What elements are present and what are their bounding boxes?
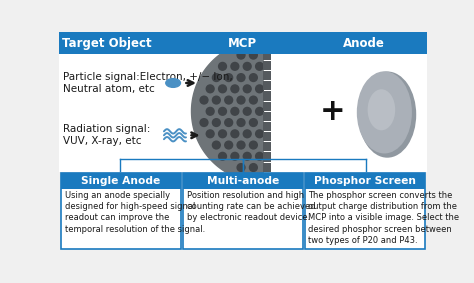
Polygon shape	[191, 40, 263, 183]
FancyBboxPatch shape	[263, 132, 271, 141]
FancyBboxPatch shape	[305, 173, 425, 248]
FancyBboxPatch shape	[263, 71, 271, 80]
Ellipse shape	[218, 107, 227, 116]
Ellipse shape	[255, 107, 264, 116]
Text: Phosphor Screen: Phosphor Screen	[314, 176, 416, 186]
FancyBboxPatch shape	[263, 153, 271, 162]
FancyBboxPatch shape	[263, 102, 271, 111]
Ellipse shape	[224, 140, 233, 150]
Ellipse shape	[224, 73, 233, 82]
Ellipse shape	[212, 140, 221, 150]
FancyBboxPatch shape	[61, 173, 181, 189]
Ellipse shape	[243, 84, 252, 93]
Text: Target Object: Target Object	[62, 37, 152, 50]
Ellipse shape	[230, 84, 239, 93]
Ellipse shape	[249, 163, 258, 172]
Ellipse shape	[206, 129, 215, 138]
Ellipse shape	[243, 62, 252, 71]
Text: Position resolution and high
counting rate can be achieved
by electronic readout: Position resolution and high counting ra…	[187, 191, 315, 222]
Ellipse shape	[200, 95, 209, 105]
Ellipse shape	[218, 62, 227, 71]
Ellipse shape	[255, 62, 264, 71]
FancyBboxPatch shape	[263, 91, 271, 101]
Ellipse shape	[230, 62, 239, 71]
Text: Radiation signal:
VUV, X-ray, etc: Radiation signal: VUV, X-ray, etc	[63, 125, 150, 146]
Ellipse shape	[200, 118, 209, 127]
Text: Multi-anode: Multi-anode	[207, 176, 279, 186]
Ellipse shape	[249, 95, 258, 105]
FancyBboxPatch shape	[183, 173, 303, 248]
Ellipse shape	[237, 50, 246, 60]
FancyBboxPatch shape	[263, 122, 271, 131]
Ellipse shape	[249, 50, 258, 60]
FancyBboxPatch shape	[263, 81, 271, 91]
Ellipse shape	[255, 84, 264, 93]
Ellipse shape	[368, 89, 395, 130]
FancyBboxPatch shape	[263, 163, 271, 172]
Circle shape	[166, 79, 181, 87]
Ellipse shape	[224, 95, 233, 105]
Ellipse shape	[224, 118, 233, 127]
Ellipse shape	[255, 152, 264, 161]
FancyBboxPatch shape	[305, 173, 425, 189]
Ellipse shape	[237, 73, 246, 82]
Ellipse shape	[237, 140, 246, 150]
Ellipse shape	[255, 129, 264, 138]
Ellipse shape	[243, 152, 252, 161]
Ellipse shape	[218, 152, 227, 161]
FancyBboxPatch shape	[59, 32, 427, 54]
Text: Particle signal:Electron, +/− Ion,
Neutral atom, etc: Particle signal:Electron, +/− Ion, Neutr…	[63, 72, 233, 94]
FancyBboxPatch shape	[263, 41, 271, 50]
Ellipse shape	[212, 118, 221, 127]
Ellipse shape	[249, 140, 258, 150]
Ellipse shape	[212, 95, 221, 105]
Ellipse shape	[237, 163, 246, 172]
Text: +: +	[320, 97, 346, 126]
Ellipse shape	[230, 129, 239, 138]
Text: Single Anode: Single Anode	[82, 176, 161, 186]
FancyBboxPatch shape	[263, 51, 271, 60]
FancyBboxPatch shape	[263, 173, 271, 182]
FancyBboxPatch shape	[59, 54, 427, 172]
Ellipse shape	[206, 107, 215, 116]
Ellipse shape	[243, 129, 252, 138]
FancyBboxPatch shape	[263, 142, 271, 151]
Ellipse shape	[249, 118, 258, 127]
Text: Anode: Anode	[343, 37, 385, 50]
Text: Using an anode specially
designed for high-speed signal
readout can improve the
: Using an anode specially designed for hi…	[65, 191, 205, 233]
Text: MCP: MCP	[228, 37, 257, 50]
Ellipse shape	[249, 73, 258, 82]
FancyBboxPatch shape	[263, 61, 271, 70]
Ellipse shape	[218, 129, 227, 138]
Text: The phosphor screen converts the
output charge distribution from the
MCP into a : The phosphor screen converts the output …	[309, 191, 460, 245]
Ellipse shape	[212, 73, 221, 82]
Ellipse shape	[206, 84, 215, 93]
Ellipse shape	[243, 107, 252, 116]
Ellipse shape	[218, 84, 227, 93]
Ellipse shape	[237, 95, 246, 105]
FancyBboxPatch shape	[183, 173, 303, 189]
Ellipse shape	[357, 71, 412, 153]
FancyBboxPatch shape	[263, 112, 271, 121]
Ellipse shape	[358, 72, 416, 158]
Ellipse shape	[230, 107, 239, 116]
Ellipse shape	[230, 152, 239, 161]
Ellipse shape	[237, 118, 246, 127]
FancyBboxPatch shape	[61, 173, 181, 248]
